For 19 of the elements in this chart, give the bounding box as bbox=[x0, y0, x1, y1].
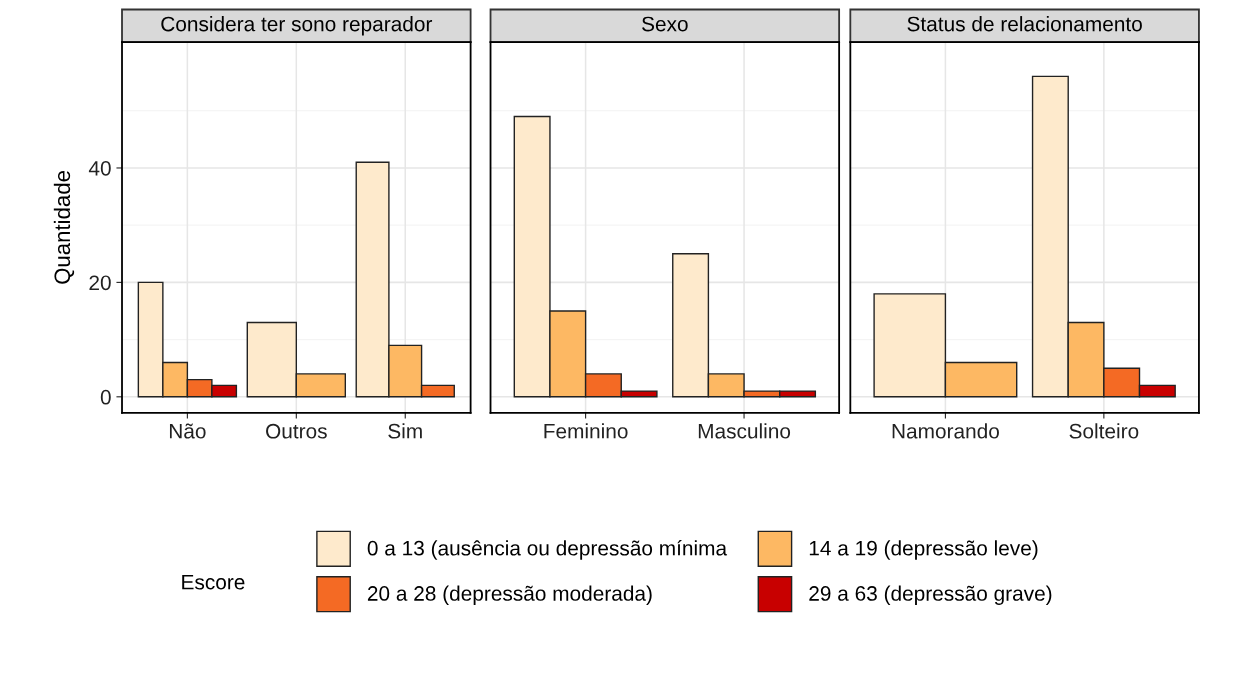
x-tick-label: Masculino bbox=[698, 423, 791, 439]
legend-label: 0 a 13 (ausência ou depressão mínima bbox=[367, 540, 728, 560]
chart-title: Status de relacionamento bbox=[907, 16, 1142, 32]
x-tick-label: Outros bbox=[266, 423, 327, 439]
y-tick-label: 40 bbox=[88, 160, 111, 176]
legend-label: 14 a 19 (depressão leve) bbox=[809, 540, 1038, 560]
chart-title: Considera ter sono reparador bbox=[161, 16, 433, 36]
y-tick-label: 0 bbox=[100, 389, 111, 405]
x-tick-label: Feminino bbox=[544, 423, 628, 439]
legend-label: 29 a 63 (depressão grave) bbox=[809, 585, 1052, 605]
chart-title: Sexo bbox=[642, 16, 688, 32]
y-tick-label: 20 bbox=[89, 275, 111, 291]
x-tick-label: Sim bbox=[388, 423, 422, 439]
x-tick-label: Namorando bbox=[892, 423, 999, 439]
legend-title: Escore bbox=[182, 574, 245, 590]
x-tick-label: Não bbox=[169, 423, 206, 439]
y-axis-title: Quantidade bbox=[53, 170, 75, 284]
x-tick-label: Solteiro bbox=[1069, 423, 1139, 439]
legend-label: 20 a 28 (depressão moderada) bbox=[367, 585, 652, 605]
